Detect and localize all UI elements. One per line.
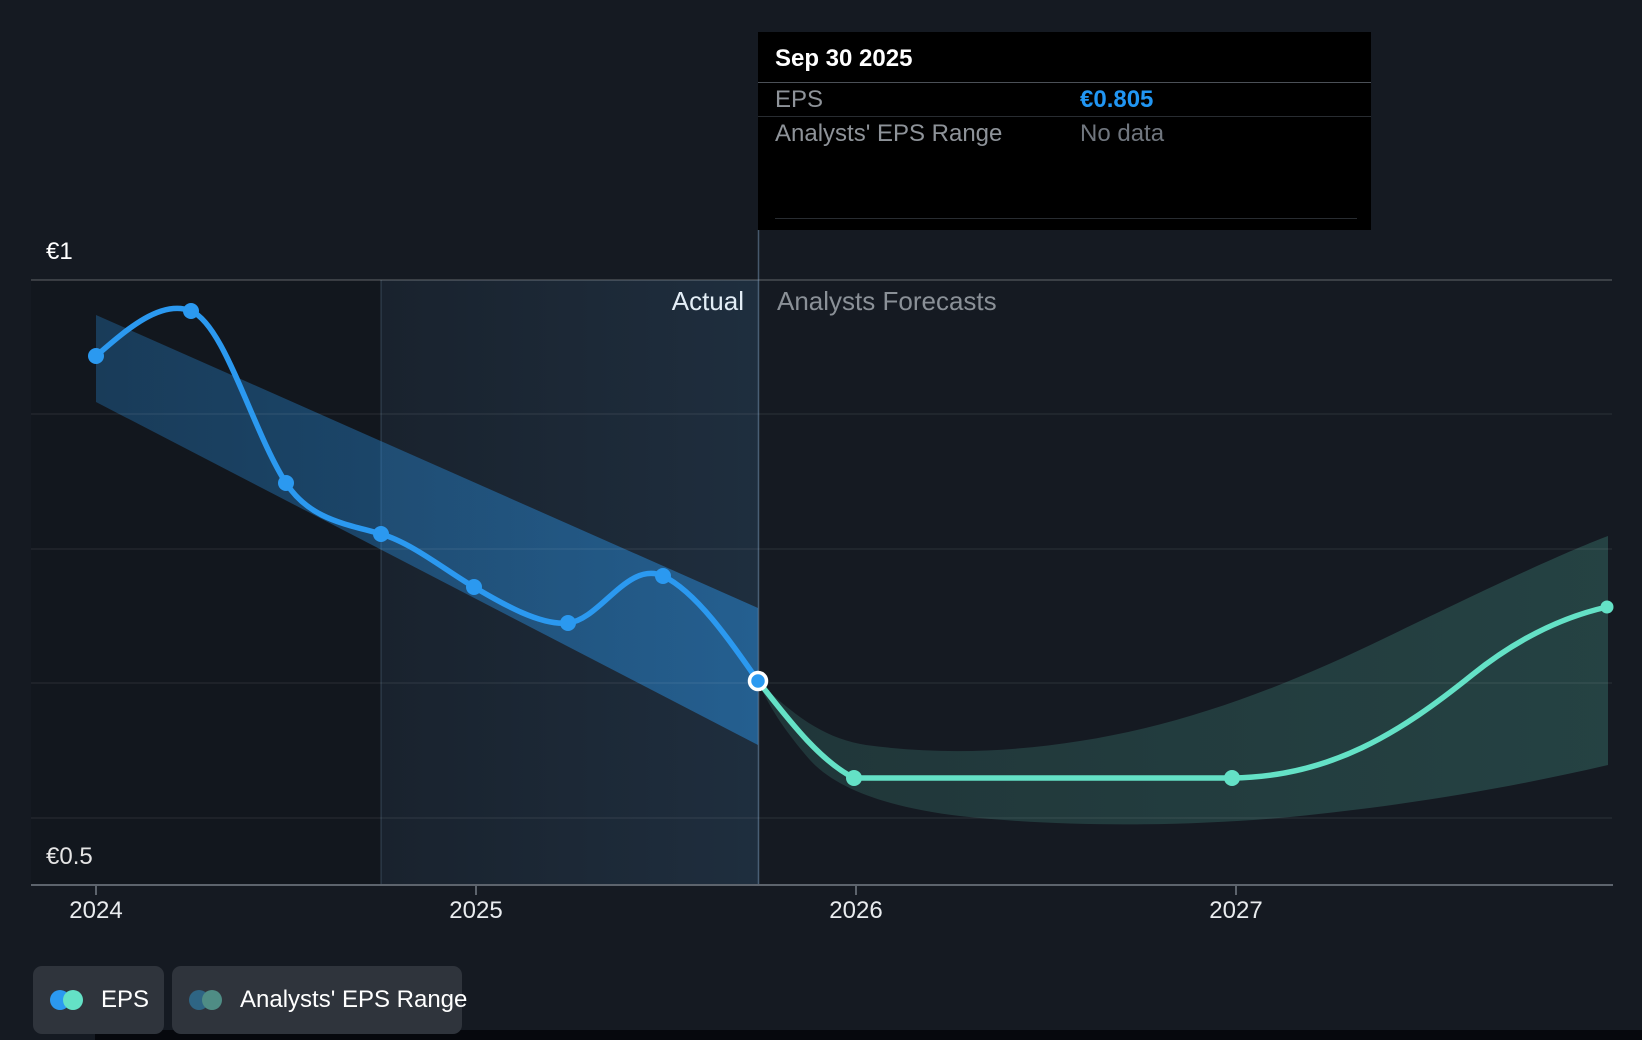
tooltip-row-eps: EPS €0.805 (758, 83, 1371, 117)
tooltip-eps-label: EPS (775, 85, 824, 113)
eps-point-2026-12[interactable] (1224, 770, 1240, 786)
y-axis-label-top: €1 (46, 238, 73, 265)
forecast-region-label: Analysts Forecasts (777, 286, 997, 316)
chart-tooltip: Sep 30 2025 EPS €0.805 Analysts' EPS Ran… (758, 32, 1371, 230)
legend-eps-label: EPS (101, 986, 150, 1013)
eps-point-2023-12[interactable] (88, 348, 104, 364)
x-tick-2025: 2025 (449, 897, 503, 924)
tooltip-range-label: Analysts' EPS Range (775, 119, 1003, 147)
x-axis (31, 884, 1613, 895)
tooltip-bottom-divider (775, 218, 1357, 219)
x-tick-2026: 2026 (829, 897, 883, 924)
gridlines (31, 279, 1612, 819)
legend-range-label: Analysts' EPS Range (240, 986, 468, 1013)
eps-point-2025-03[interactable] (560, 615, 576, 631)
bottom-section-edge (95, 1030, 1642, 1040)
legend-item-analysts-eps-range[interactable]: Analysts' EPS Range (172, 966, 467, 1034)
tooltip-date: Sep 30 2025 (758, 32, 1371, 83)
eps-point-2024-12[interactable] (466, 579, 482, 595)
range-legend-swatch-icon (189, 990, 222, 1010)
eps-forecast-points (846, 600, 1614, 786)
eps-point-2025-12[interactable] (846, 770, 862, 786)
eps-actual-points (88, 303, 671, 631)
legend-item-eps[interactable]: EPS (33, 966, 164, 1034)
x-tick-2027: 2027 (1209, 897, 1263, 924)
tooltip-eps-value: €0.805 (1080, 85, 1154, 113)
eps-point-2024-06[interactable] (278, 475, 294, 491)
eps-point-selected-2025-09[interactable] (747, 670, 769, 692)
y-axis-label-bottom: €0.5 (46, 843, 93, 871)
actual-range-band (96, 315, 758, 745)
eps-forecast-line (755, 604, 1610, 781)
eps-point-2024-09[interactable] (373, 526, 389, 542)
eps-legend-swatch-icon (50, 990, 83, 1010)
eps-point-2025-06[interactable] (655, 568, 671, 584)
tooltip-range-value: No data (1080, 119, 1165, 147)
x-tick-2024: 2024 (69, 897, 123, 924)
eps-point-2024-03[interactable] (183, 303, 199, 319)
forecast-range-band (758, 536, 1608, 825)
eps-point-2027-12[interactable] (1600, 600, 1614, 614)
tooltip-row-range: Analysts' EPS Range No data (758, 117, 1371, 150)
